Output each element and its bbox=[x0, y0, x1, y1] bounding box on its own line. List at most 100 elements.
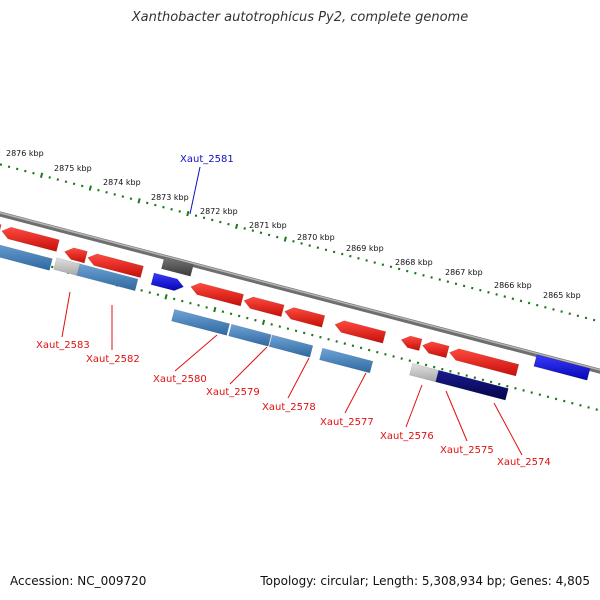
minor-tick bbox=[473, 376, 477, 380]
minor-tick bbox=[465, 374, 468, 377]
minor-tick bbox=[568, 312, 571, 315]
major-tick bbox=[88, 185, 92, 191]
minor-tick bbox=[0, 163, 3, 166]
kbp-label: 2866 kbp bbox=[494, 281, 532, 290]
minor-tick bbox=[511, 297, 515, 301]
minor-tick bbox=[72, 182, 76, 186]
kbp-label: 2868 kbp bbox=[395, 258, 433, 267]
minor-tick bbox=[400, 357, 403, 360]
minor-tick bbox=[595, 408, 598, 411]
minor-tick bbox=[311, 333, 314, 337]
minor-tick bbox=[424, 363, 428, 367]
minor-tick bbox=[389, 265, 393, 269]
minor-tick bbox=[219, 220, 222, 224]
minor-tick bbox=[246, 316, 249, 320]
gene-features bbox=[0, 224, 591, 401]
minor-tick bbox=[576, 314, 580, 318]
gene-label: Xaut_2575 bbox=[440, 445, 494, 456]
minor-tick bbox=[302, 331, 306, 335]
gene-label: Xaut_2582 bbox=[86, 354, 140, 365]
gene-leader-line bbox=[189, 166, 201, 215]
minor-tick bbox=[405, 269, 409, 273]
scale-ticks bbox=[0, 163, 598, 411]
minor-tick bbox=[416, 361, 420, 365]
gene-glyph bbox=[422, 341, 450, 359]
minor-tick bbox=[384, 352, 387, 356]
minor-tick bbox=[32, 171, 35, 175]
minor-tick bbox=[457, 372, 460, 375]
minor-tick bbox=[373, 261, 376, 264]
minor-tick bbox=[584, 316, 588, 320]
backbone-highlight bbox=[0, 212, 600, 371]
gene-glyph bbox=[319, 347, 374, 374]
labels: 2876 kbp 2875 kbp 2874 kbp 2873 kbp 2872 kbp… bbox=[6, 149, 581, 468]
gene-glyph bbox=[53, 257, 81, 276]
gene-glyph bbox=[161, 256, 194, 277]
minor-tick bbox=[343, 342, 347, 345]
major-tick bbox=[186, 210, 190, 217]
minor-tick bbox=[554, 397, 558, 401]
minor-tick bbox=[349, 254, 352, 258]
minor-tick bbox=[397, 267, 401, 271]
minor-tick bbox=[243, 227, 246, 230]
minor-tick bbox=[156, 293, 160, 296]
minor-tick bbox=[7, 165, 11, 169]
minor-tick bbox=[544, 305, 547, 309]
minor-tick bbox=[300, 242, 303, 245]
map-title: Xanthobacter autotrophicus Py2, complete… bbox=[131, 10, 469, 25]
minor-tick bbox=[205, 306, 208, 309]
minor-tick bbox=[422, 274, 425, 277]
minor-tick bbox=[562, 399, 566, 403]
minor-tick bbox=[64, 180, 68, 183]
gene-glyph bbox=[171, 308, 231, 336]
gene-label: Xaut_2580 bbox=[153, 374, 207, 385]
gene-glyph bbox=[0, 224, 2, 231]
minor-tick bbox=[145, 201, 149, 205]
major-tick bbox=[261, 319, 266, 326]
minor-tick bbox=[294, 329, 298, 333]
minor-tick bbox=[381, 263, 385, 267]
minor-tick bbox=[571, 401, 574, 405]
minor-tick bbox=[470, 286, 474, 290]
minor-tick bbox=[592, 318, 596, 322]
minor-tick bbox=[587, 406, 590, 409]
gene-leader-line bbox=[61, 291, 71, 338]
gene-label: Xaut_2574 bbox=[497, 457, 551, 468]
gene-glyph bbox=[243, 296, 285, 317]
minor-tick bbox=[181, 299, 184, 303]
minor-tick bbox=[189, 301, 192, 305]
minor-tick bbox=[479, 288, 482, 292]
minor-tick bbox=[546, 395, 550, 399]
minor-tick bbox=[359, 346, 363, 350]
minor-tick bbox=[438, 278, 441, 281]
minor-tick bbox=[15, 167, 19, 171]
gene-leader-line bbox=[493, 402, 523, 456]
gene-glyph bbox=[1, 226, 60, 252]
minor-tick bbox=[202, 216, 206, 220]
kbp-label: 2874 kbp bbox=[103, 178, 141, 187]
gene-glyph bbox=[435, 369, 509, 401]
minor-tick bbox=[503, 295, 506, 298]
outer-scale-ticks bbox=[0, 163, 596, 322]
minor-tick bbox=[178, 210, 181, 213]
gene-glyph bbox=[190, 282, 244, 307]
minor-tick bbox=[308, 244, 311, 247]
minor-tick bbox=[154, 203, 157, 207]
minor-tick bbox=[316, 246, 320, 249]
backbone-line bbox=[0, 211, 600, 374]
gene-glyph bbox=[284, 307, 326, 328]
kbp-label: 2872 kbp bbox=[200, 207, 238, 216]
minor-tick bbox=[324, 248, 328, 252]
minor-tick bbox=[332, 250, 336, 254]
minor-tick bbox=[506, 384, 509, 388]
gene-glyph bbox=[64, 247, 88, 264]
minor-tick bbox=[552, 308, 555, 311]
genome-backbone bbox=[0, 211, 600, 374]
gene-leader-line bbox=[229, 346, 268, 385]
gene-glyph bbox=[0, 244, 53, 271]
kbp-label: 2875 kbp bbox=[54, 164, 92, 173]
major-tick bbox=[213, 306, 217, 313]
minor-tick bbox=[530, 391, 533, 394]
minor-tick bbox=[172, 297, 176, 301]
minor-tick bbox=[527, 301, 531, 305]
